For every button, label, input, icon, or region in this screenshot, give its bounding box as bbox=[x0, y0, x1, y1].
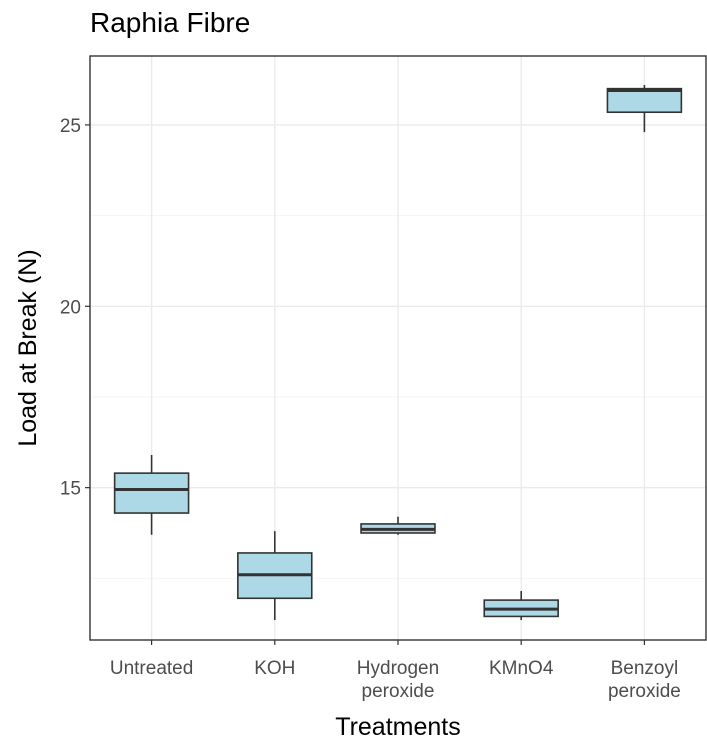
boxplot-3 bbox=[483, 591, 559, 621]
x-tick-label: Benzoyl bbox=[611, 658, 679, 679]
boxplot-4 bbox=[606, 85, 683, 133]
boxplot-0 bbox=[113, 455, 190, 535]
box-iqr bbox=[113, 472, 190, 514]
x-tick-label: KMnO4 bbox=[489, 658, 554, 679]
x-tick-label: peroxide bbox=[608, 681, 681, 702]
x-tick-label: Hydrogen bbox=[357, 658, 439, 679]
x-tick-label: Untreated bbox=[110, 658, 193, 679]
box-layer bbox=[113, 85, 683, 621]
x-tick-label: peroxide bbox=[362, 681, 435, 702]
box-iqr bbox=[606, 87, 683, 114]
boxplot-1 bbox=[237, 531, 313, 621]
x-tick-label: KOH bbox=[254, 658, 295, 679]
y-tick-label: 15 bbox=[60, 479, 81, 500]
x-axis-title: Treatments bbox=[335, 713, 461, 740]
grid-layer bbox=[90, 56, 706, 640]
boxplot-2 bbox=[360, 516, 436, 535]
y-tick-label: 20 bbox=[60, 297, 81, 318]
chart-title: Raphia Fibre bbox=[90, 7, 250, 38]
y-axis-title: Load at Break (N) bbox=[14, 249, 42, 446]
y-tick-label: 25 bbox=[60, 116, 81, 137]
